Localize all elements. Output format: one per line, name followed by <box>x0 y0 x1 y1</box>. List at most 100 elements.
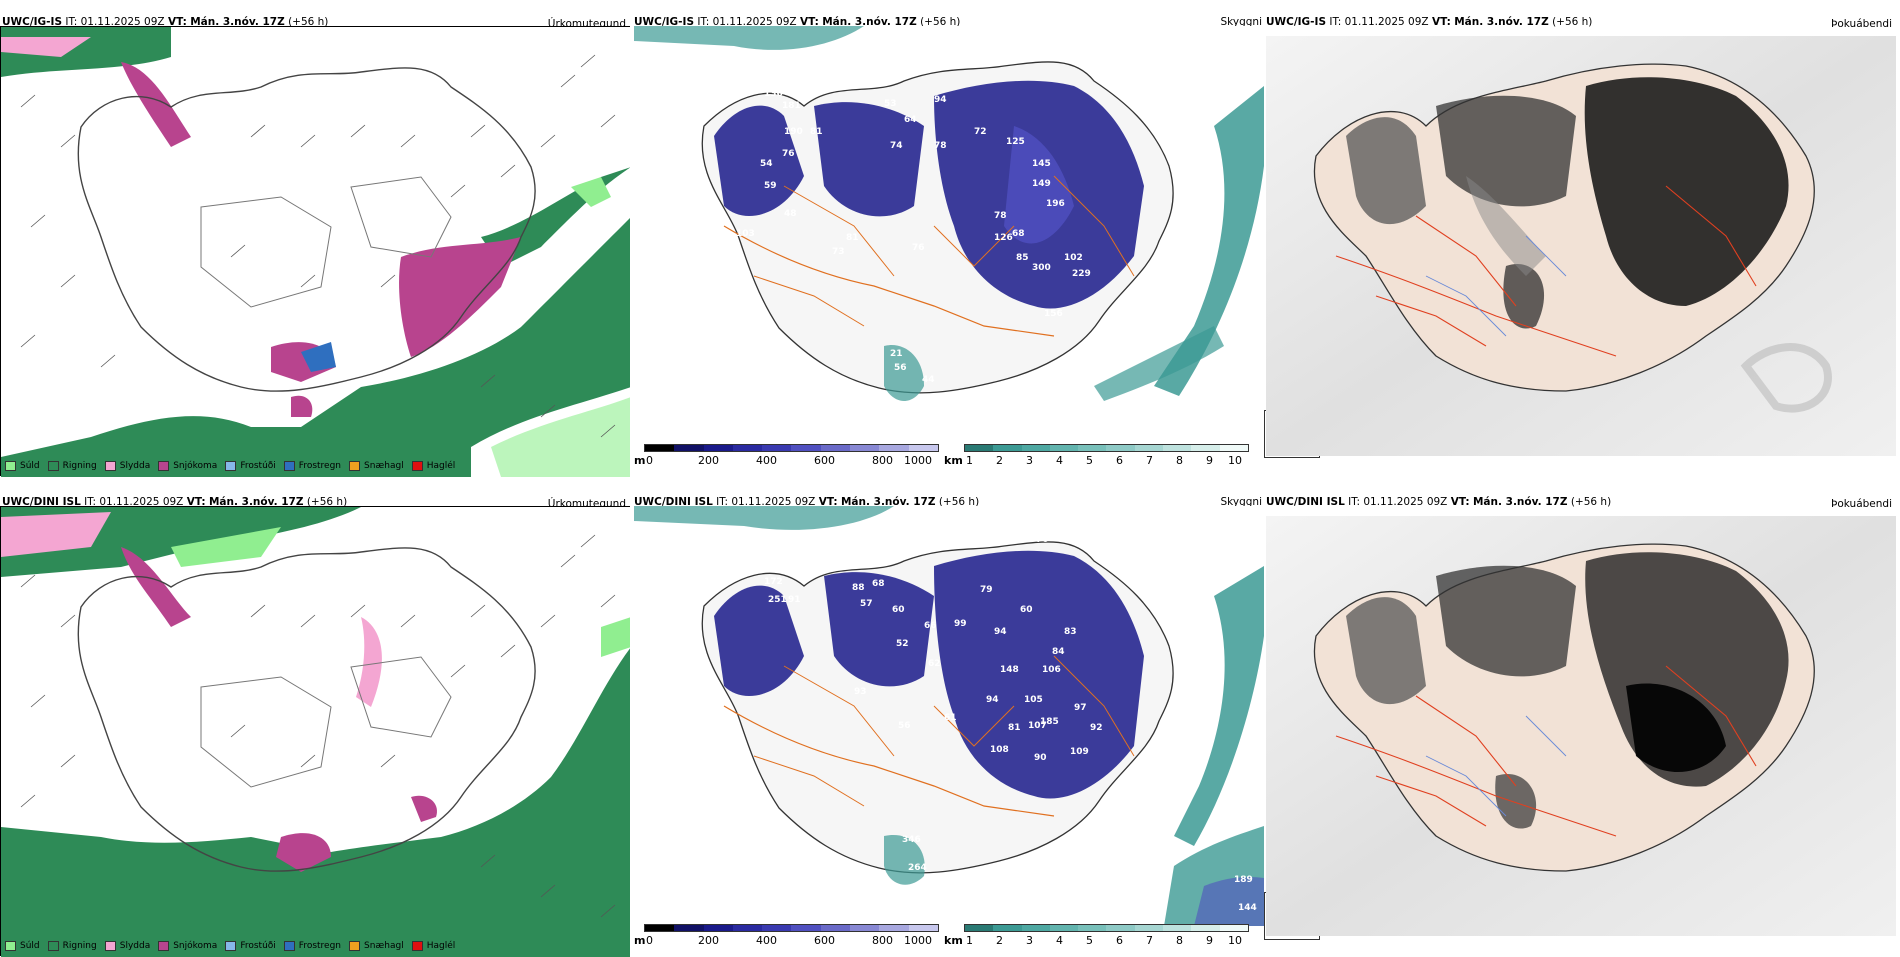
panel-title: Skyggni <box>1220 496 1263 508</box>
cloudbase-label: 106 <box>1062 535 1081 545</box>
cloudbase-label: 93 <box>854 687 867 697</box>
tick-label: 200 <box>698 934 719 947</box>
cloudbase-label: 102 <box>1064 253 1083 263</box>
cloudbase-label: 68 <box>1012 229 1025 239</box>
cloudbase-label: 181 <box>782 101 801 111</box>
cloudbase-label: 92 <box>1090 723 1103 733</box>
cloudbase-label: 78 <box>994 211 1007 221</box>
panel-title: Skyggni <box>1220 16 1263 28</box>
tick-label: 3 <box>1026 454 1033 467</box>
cloudbase-label: 68 <box>872 579 885 589</box>
cloudbase-label: 94 <box>934 95 947 105</box>
cloudbase-label: 70 <box>1036 535 1049 545</box>
tick-label: 7 <box>1146 454 1153 467</box>
cloudbase-label: 59 <box>764 181 777 191</box>
cloudbase-label: 73 <box>832 247 845 257</box>
cloudbase-label: 136 <box>764 89 783 99</box>
panel-title: Þokuábendi <box>1831 498 1892 510</box>
tick-label: 8 <box>1176 454 1183 467</box>
tick-label: 0 <box>646 454 653 467</box>
legend-item: Haglél <box>411 461 455 471</box>
tick-label: 9 <box>1206 934 1213 947</box>
tick-label: 400 <box>756 454 777 467</box>
precip-map: Súld Rigning Slydda Snjókoma Frostúði Fr… <box>0 506 630 957</box>
cloudbase-label: 190 <box>784 127 803 137</box>
cloudbase-label: 125 <box>1006 137 1025 147</box>
cloudbase-label: 74 <box>890 141 903 151</box>
tick-label: 1000 <box>904 934 932 947</box>
tick-label: 10 <box>1228 454 1242 467</box>
cloudbase-label: 98 <box>742 77 755 87</box>
tick-label: 400 <box>756 934 777 947</box>
tick-label: 1000 <box>904 454 932 467</box>
cloudbase-label: 54 <box>760 159 773 169</box>
tick-label: 10 <box>1228 934 1242 947</box>
cloudbase-label: 233 <box>1118 431 1137 441</box>
cloudbase-label: 149 <box>1032 179 1051 189</box>
cloud-panel-row2: UWC/DINI ISL IT: 01.11.2025 09Z VT: Mán.… <box>634 492 1264 957</box>
cloudbase-label: 156 <box>1044 309 1063 319</box>
cloudbase-label: 76 <box>782 149 795 159</box>
fog-map <box>1266 36 1896 456</box>
cloudbase-label: 48 <box>784 209 797 219</box>
cloud-panel-row1: UWC/IG-IS IT: 01.11.2025 09Z VT: Mán. 3.… <box>634 12 1264 477</box>
tick-label: 200 <box>698 454 719 467</box>
cloudbase-label: 62 <box>928 659 941 669</box>
cloudbase-label: 99 <box>954 619 967 629</box>
cloudbase-label: 189 <box>1234 875 1253 885</box>
cloudbase-label: 90 <box>1034 753 1047 763</box>
cloudbase-label: 91 <box>1102 37 1115 47</box>
tick-label: 2 <box>996 454 1003 467</box>
tick-label: 5 <box>1086 454 1093 467</box>
cloudbase-label: 57 <box>860 599 873 609</box>
cloudbase-label: 84 <box>1052 647 1065 657</box>
panel-title: Þokuábendi <box>1831 18 1892 30</box>
cloudbase-label: 76 <box>912 243 925 253</box>
cloud-map: 70 106 72 103 172 251 91 88 57 68 60 52 66 99 79 94 60 83… <box>634 506 1264 926</box>
cloudbase-label: 60 <box>1020 605 1033 615</box>
cloudbase-label: 72 <box>1118 527 1131 537</box>
cloudbase-label: 109 <box>1070 747 1089 757</box>
cloudbase-label: 196 <box>1046 199 1065 209</box>
tick-label: 4 <box>1056 934 1063 947</box>
panel-header: UWC/DINI ISL IT: 01.11.2025 09Z VT: Mán.… <box>2 496 348 508</box>
legend-item: Snæhagl <box>349 461 404 471</box>
cloudbase-label: 81 <box>1008 723 1021 733</box>
cloudbase-label: 145 <box>1032 159 1051 169</box>
tick-label: 9 <box>1206 454 1213 467</box>
legend-item: Snjókoma <box>158 461 217 471</box>
fog-map <box>1266 516 1896 936</box>
cloudbase-label: 95 <box>1064 37 1077 47</box>
tick-label: 1 <box>966 454 973 467</box>
cloudbase-label: 106 <box>1042 665 1061 675</box>
tick-label: 7 <box>1146 934 1153 947</box>
fog-panel-row1: UWC/IG-IS IT: 01.11.2025 09Z VT: Mán. 3.… <box>1266 12 1896 477</box>
cloudbase-label: 91 <box>788 595 801 605</box>
cloudbase-label: 94 <box>986 695 999 705</box>
visibility-unit: km <box>944 934 963 947</box>
cloudbase-label: 81 <box>846 233 859 243</box>
cloudbase-label: 81 <box>810 127 823 137</box>
cloudbase-label: 103 <box>742 557 761 567</box>
panel-header: UWC/IG-IS IT: 01.11.2025 09Z VT: Mán. 3.… <box>2 16 329 28</box>
cloudbase-label: 83 <box>1064 627 1077 637</box>
panel-header: UWC/DINI ISL IT: 01.11.2025 09Z VT: Mán.… <box>1266 496 1612 508</box>
legend-item: Súld <box>5 461 40 471</box>
cloudbase-label: 103 <box>736 229 755 239</box>
visibility-unit: km <box>944 454 963 467</box>
cloudbase-label: 94 <box>994 627 1007 637</box>
panel-header: UWC/IG-IS IT: 01.11.2025 09Z VT: Mán. 3.… <box>634 16 961 28</box>
tick-label: 6 <box>1116 934 1123 947</box>
cloudbase-label: 88 <box>852 583 865 593</box>
visibility-colorbar: km 1 2 3 4 5 6 7 8 9 10 <box>944 924 1249 952</box>
cloudbase-label: 107 <box>1028 721 1047 731</box>
tick-label: 6 <box>1116 454 1123 467</box>
cloudbase-label: 346 <box>902 835 921 845</box>
cloudbase-colorbar: m 0 200 400 600 800 1000 <box>634 924 939 952</box>
tick-label: 0 <box>646 934 653 947</box>
cloudbase-label: 97 <box>1074 703 1087 713</box>
cloudbase-label: 64 <box>904 115 917 125</box>
cloudbase-label: 108 <box>990 745 1009 755</box>
cloudbase-label: 229 <box>1072 269 1091 279</box>
cloudbase-label: 44 <box>922 375 935 385</box>
